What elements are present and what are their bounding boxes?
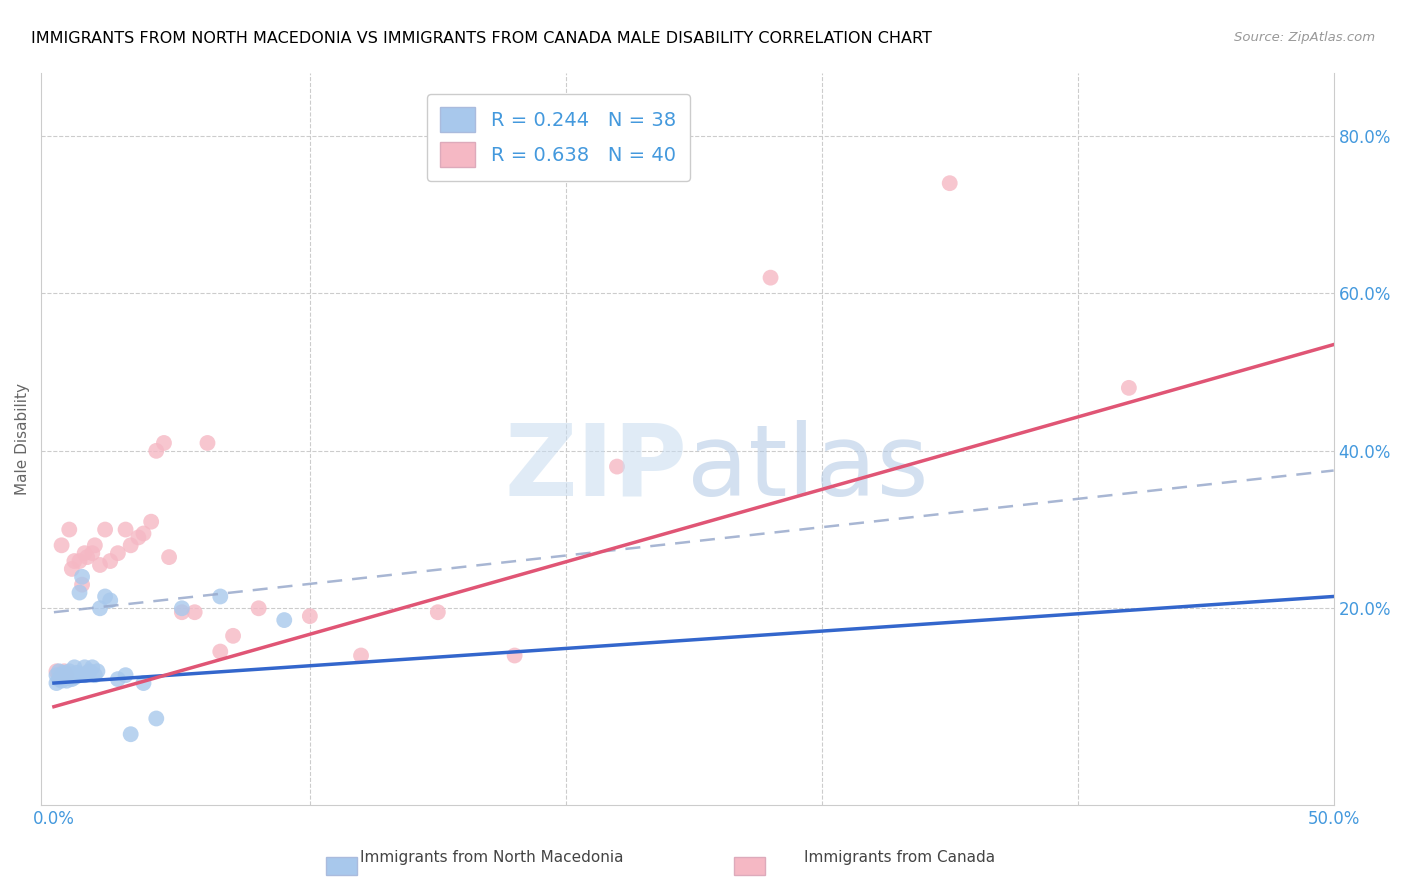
- Point: [53, 665, 76, 680]
- Point: [938, 176, 960, 190]
- Point: [48, 665, 70, 679]
- Point: [60, 672, 83, 686]
- Point: [70, 577, 93, 591]
- Point: [145, 443, 167, 458]
- Point: [98, 554, 121, 568]
- Point: [145, 711, 167, 725]
- Text: Immigrants from Canada: Immigrants from Canada: [804, 850, 995, 865]
- Point: [86, 665, 108, 679]
- Point: [73, 546, 96, 560]
- Point: [69, 668, 91, 682]
- Point: [197, 436, 219, 450]
- Point: [58, 523, 80, 537]
- Point: [48, 668, 70, 682]
- Point: [51, 538, 73, 552]
- Point: [60, 668, 83, 682]
- Text: ZIP: ZIP: [505, 420, 688, 516]
- Point: [298, 609, 321, 624]
- Point: [48, 672, 70, 686]
- Point: [141, 515, 163, 529]
- Point: [69, 554, 91, 568]
- Point: [89, 601, 111, 615]
- Point: [73, 668, 96, 682]
- Point: [60, 562, 83, 576]
- Point: [98, 593, 121, 607]
- Point: [94, 590, 117, 604]
- Point: [89, 558, 111, 572]
- Point: [70, 570, 93, 584]
- Point: [53, 665, 76, 679]
- Point: [120, 727, 142, 741]
- Point: [503, 648, 526, 663]
- Point: [82, 546, 104, 560]
- Point: [1118, 381, 1140, 395]
- Point: [350, 648, 373, 663]
- Point: [45, 676, 67, 690]
- Point: [170, 601, 193, 615]
- Point: [132, 526, 155, 541]
- Point: [183, 605, 205, 619]
- Point: [82, 660, 104, 674]
- Point: [79, 665, 101, 679]
- Point: [55, 673, 77, 688]
- Text: Immigrants from North Macedonia: Immigrants from North Macedonia: [360, 850, 624, 865]
- Point: [209, 644, 232, 658]
- Point: [132, 676, 155, 690]
- Point: [83, 538, 105, 552]
- Point: [153, 436, 176, 450]
- Point: [53, 671, 76, 685]
- Point: [209, 590, 232, 604]
- Point: [114, 668, 136, 682]
- Point: [66, 665, 89, 680]
- Point: [63, 671, 86, 685]
- Point: [120, 538, 142, 552]
- Point: [83, 668, 105, 682]
- Point: [273, 613, 295, 627]
- Text: IMMIGRANTS FROM NORTH MACEDONIA VS IMMIGRANTS FROM CANADA MALE DISABILITY CORREL: IMMIGRANTS FROM NORTH MACEDONIA VS IMMIG…: [31, 31, 932, 46]
- Point: [157, 550, 180, 565]
- Point: [114, 523, 136, 537]
- Point: [51, 668, 73, 682]
- Point: [73, 660, 96, 674]
- Y-axis label: Male Disability: Male Disability: [15, 383, 30, 495]
- Text: Source: ZipAtlas.com: Source: ZipAtlas.com: [1234, 31, 1375, 45]
- Point: [45, 668, 67, 682]
- Point: [58, 668, 80, 682]
- Point: [76, 665, 98, 680]
- Point: [127, 530, 149, 544]
- Point: [69, 585, 91, 599]
- Point: [107, 672, 129, 686]
- Point: [107, 546, 129, 560]
- Point: [170, 605, 193, 619]
- Point: [94, 523, 117, 537]
- Point: [247, 601, 270, 615]
- Point: [222, 629, 245, 643]
- Point: [63, 554, 86, 568]
- Text: atlas: atlas: [688, 420, 929, 516]
- Point: [606, 459, 628, 474]
- Point: [58, 665, 80, 679]
- Point: [55, 668, 77, 682]
- Point: [45, 665, 67, 679]
- Point: [76, 550, 98, 565]
- Point: [51, 673, 73, 688]
- Point: [55, 671, 77, 685]
- Point: [63, 660, 86, 674]
- Legend: R = 0.244   N = 38, R = 0.638   N = 40: R = 0.244 N = 38, R = 0.638 N = 40: [426, 94, 689, 180]
- Point: [759, 270, 782, 285]
- Point: [426, 605, 449, 619]
